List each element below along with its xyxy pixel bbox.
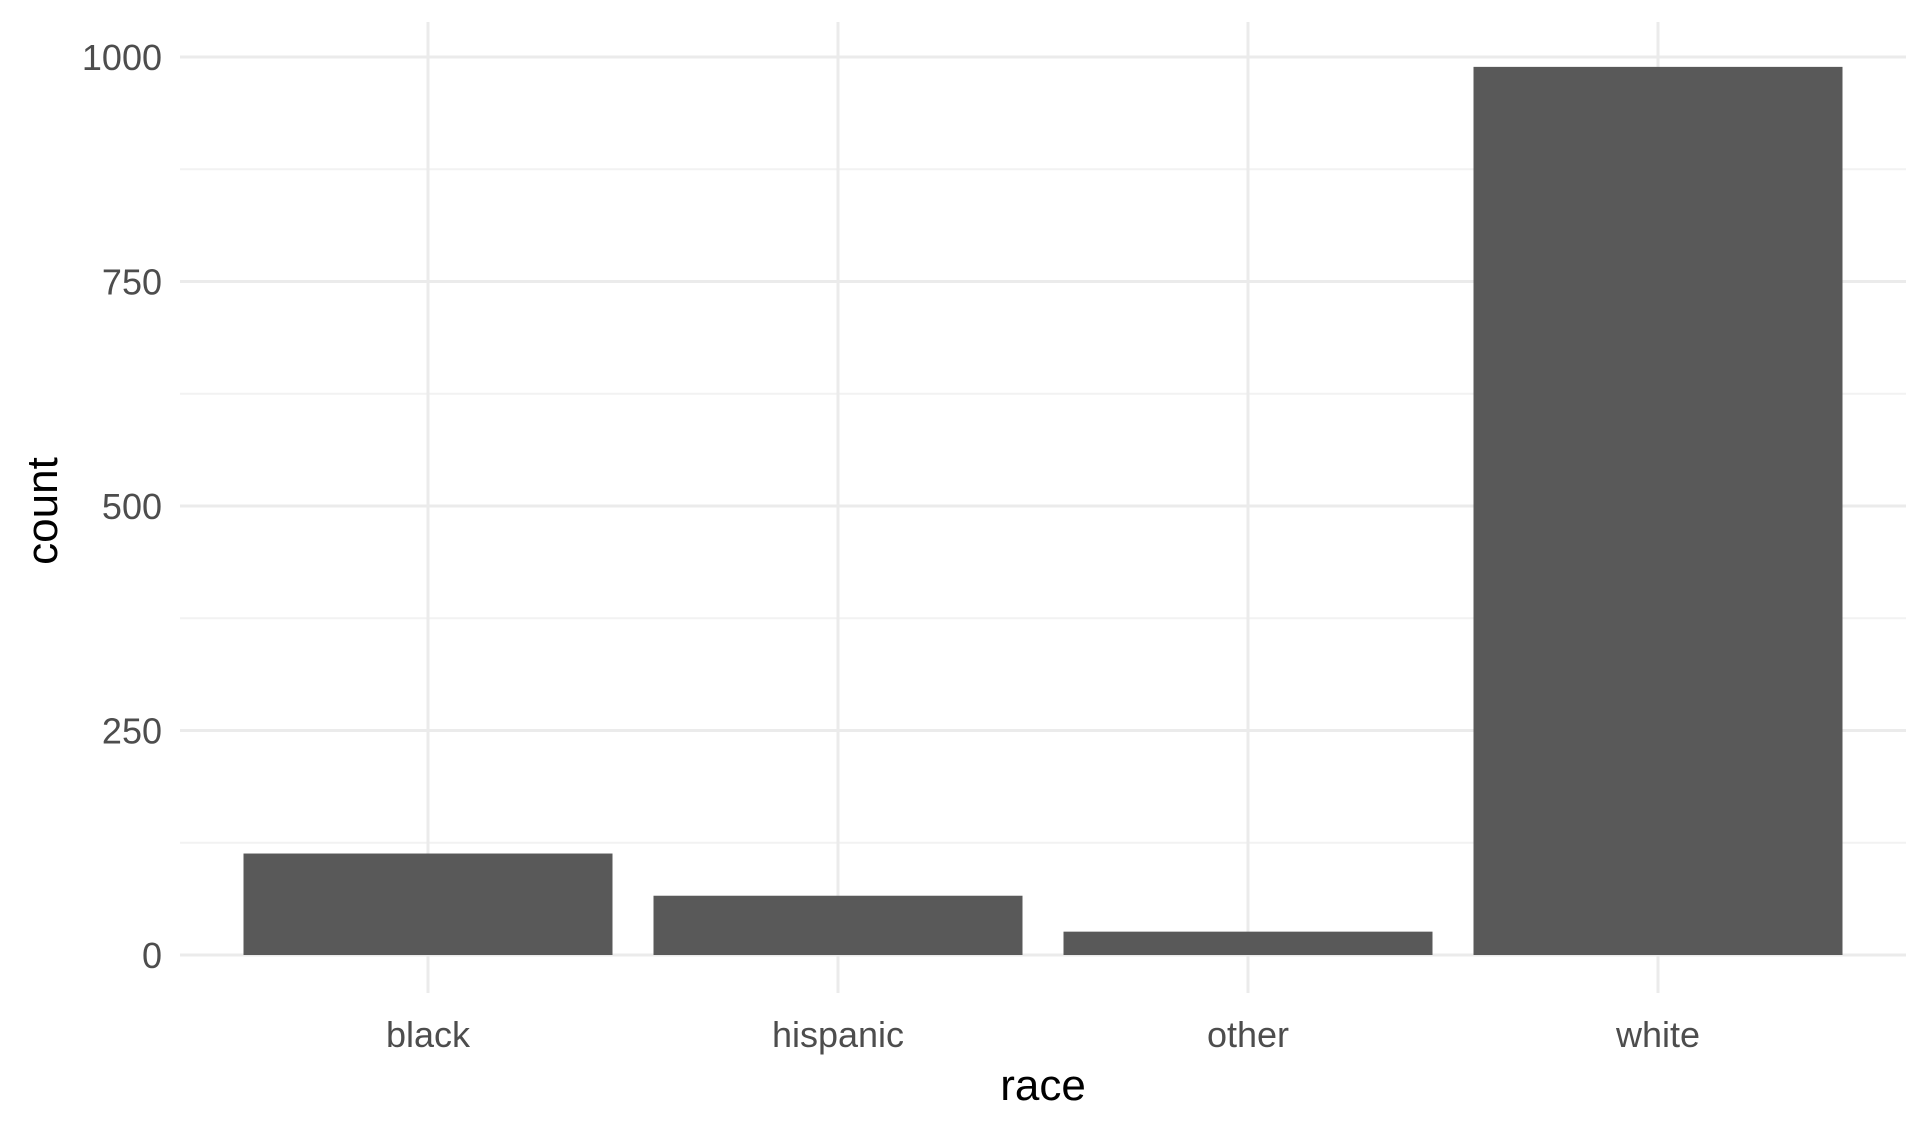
y-tick-label: 0 [142,935,162,976]
x-tick-label-hispanic: hispanic [772,1014,904,1055]
x-tick-label-other: other [1207,1014,1289,1055]
y-axis-title: count [18,457,67,565]
y-tick-labels: 0 250 500 750 1000 [82,37,162,976]
bar-other [1063,931,1433,955]
y-tick-label: 1000 [82,37,162,78]
bar-white [1473,66,1843,956]
bars [243,66,1843,956]
bar-hispanic [653,895,1023,955]
x-axis-title: race [1000,1061,1086,1110]
y-tick-label: 750 [102,262,162,303]
bar-black [243,853,613,955]
x-tick-labels: black hispanic other white [386,1014,1700,1055]
y-tick-label: 500 [102,486,162,527]
y-tick-label: 250 [102,711,162,752]
x-tick-label-white: white [1615,1014,1700,1055]
x-tick-label-black: black [386,1014,471,1055]
